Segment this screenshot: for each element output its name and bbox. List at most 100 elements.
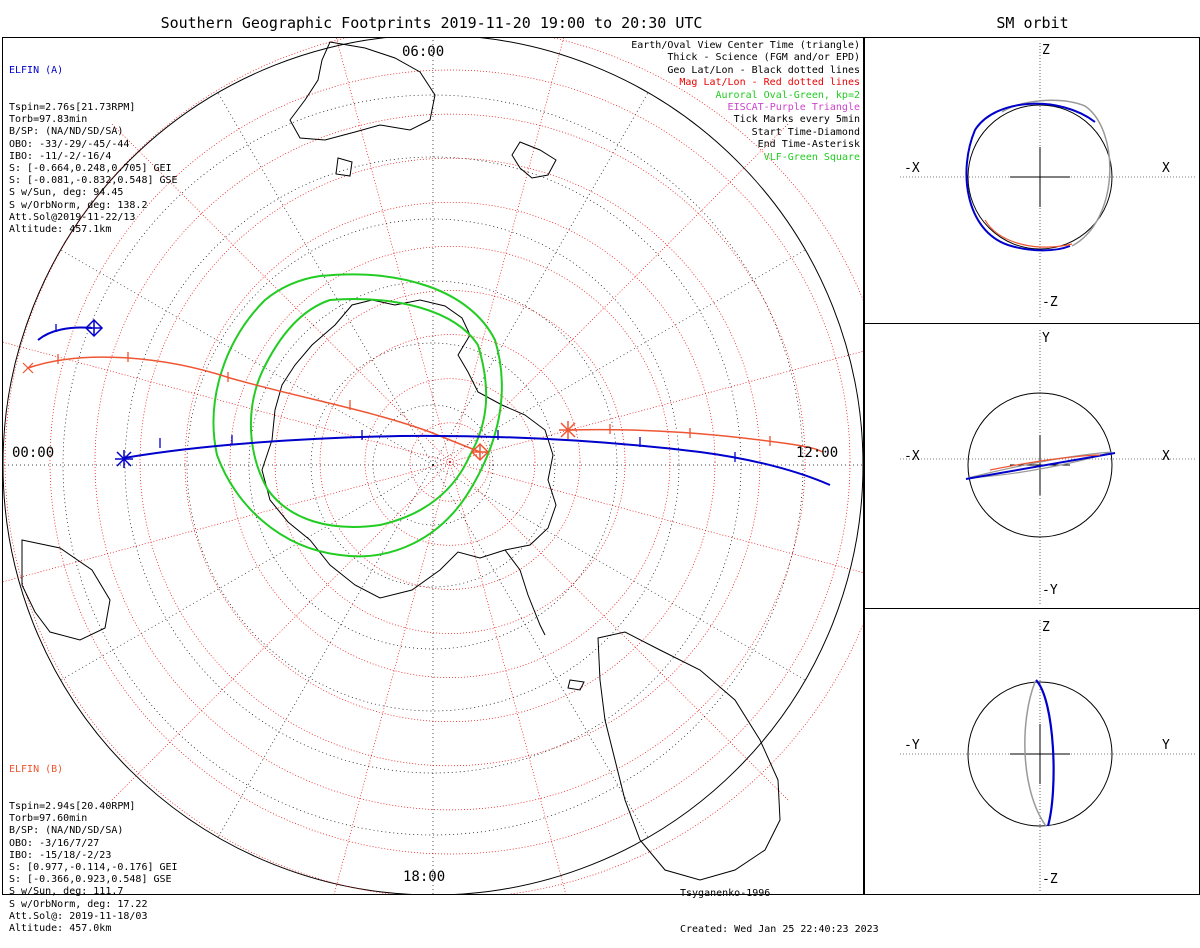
elfin-a-info-line: Torb=97.83min (9, 114, 88, 126)
legend-entry: VLF-Green Square (763, 151, 860, 163)
elfin-b-info-line: S: [0.977,-0.114,-0.176] GEI (9, 862, 178, 874)
mag-latitude-circle (319, 334, 581, 590)
mag-longitude-line (449, 350, 863, 463)
elfin-b-info-line: IBO: -15/18/-2/23 (9, 849, 112, 861)
legend-entry: Geo Lat/Lon - Black dotted lines (667, 64, 860, 76)
sm-orbit-title: SM orbit (996, 14, 1069, 32)
antarctic-peninsula-outline (504, 549, 546, 636)
legend-entry: Start Time-Diamond (751, 126, 860, 138)
time-label-top: 06:00 (402, 44, 445, 60)
sm-divider-2 (864, 608, 1200, 609)
antarctica-outline (261, 299, 557, 599)
sm-xz-orbit-b-low (984, 219, 1073, 248)
legend: Earth/Oval View Center Time (triangle) Th… (631, 40, 860, 164)
sm-axis-label-top: Z (1042, 620, 1050, 635)
mag-longitude-line (336, 38, 451, 463)
legend-entry: EISCAT-Purple Triangle (727, 102, 860, 114)
legend-entry: Tick Marks every 5min (733, 114, 860, 126)
map-title: Southern Geographic Footprints 2019-11-2… (160, 14, 703, 32)
sm-xy-orbit-grey (967, 451, 1113, 479)
legend-entry: Thick - Science (FGM and/or EPD) (667, 52, 860, 64)
mag-longitude-line (3, 341, 451, 463)
elfin-b-start-diamond (470, 442, 490, 462)
geo-latitude-circle (186, 218, 680, 712)
sm-axis-label-right: X (1162, 449, 1170, 464)
elfin-b-info-line: Tspin=2.94s[20.40RPM] (9, 801, 136, 813)
sm-panel-yz (900, 620, 1195, 893)
tasmania-outline (335, 157, 353, 177)
sm-axis-label-right: Y (1162, 738, 1170, 753)
mag-latitude-circle (274, 290, 626, 634)
mag-longitude-line (110, 461, 451, 802)
elfin-a-info-line: S w/Sun, deg: 94.45 (9, 187, 124, 199)
elfin-a-info-line: Altitude: 457.1km (9, 224, 112, 236)
auroral-oval-outer (212, 273, 503, 558)
footprint-map-frame (2, 37, 864, 895)
mag-latitude-circle (229, 246, 671, 678)
mag-longitude-line (449, 122, 790, 463)
elfin-b-ticks (57, 352, 771, 446)
elfin-b-info-line: Torb=97.60min (9, 813, 88, 825)
elfin-b-info-line: OBO: -3/16/7/27 (9, 837, 100, 849)
sm-axis-label-left: -X (904, 161, 920, 176)
mag-longitude-line (333, 461, 451, 894)
africa-outline (21, 539, 111, 641)
elfin-a-track (123, 434, 831, 486)
mag-latitude-circle (184, 201, 716, 723)
mag-longitude-line (449, 38, 564, 463)
elfin-b-end-asterisk (559, 421, 577, 439)
south-america-outline (597, 631, 781, 881)
mag-longitude-line (449, 461, 567, 894)
footprint-map (3, 38, 863, 894)
elfin-a-start-diamond (84, 318, 104, 338)
created-date: Created: Wed Jan 25 22:40:23 2023 (680, 924, 879, 935)
model-name: Tsyganenko-1996 (680, 888, 771, 899)
sm-panel-xz (900, 43, 1195, 318)
mag-longitude-line (3, 461, 451, 583)
mag-longitude-line (449, 461, 790, 802)
sm-xy-orbit-a (965, 452, 1116, 480)
elfin-a-info-line: S w/OrbNorm, deg: 138.2 (9, 199, 148, 211)
sm-orbit-panels (900, 43, 1195, 893)
mag-latitude-circle (364, 378, 536, 546)
elfin-b-name: ELFIN (B) (9, 764, 64, 776)
sm-yz-orbit-grey (1024, 681, 1047, 827)
mag-longitude-line (449, 461, 863, 574)
sm-xy-orbit-b (989, 454, 1101, 471)
elfin-a-info-line: OBO: -33/-29/-45/-44 (9, 138, 130, 150)
legend-entry: Auroral Oval-Green, kp=2 (715, 89, 861, 101)
sm-axis-label-bottom: -Y (1042, 583, 1058, 598)
elfin-b-track-west (27, 356, 481, 453)
elfin-a-info-line: Tspin=2.76s[21.73RPM] (9, 102, 136, 114)
elfin-b-info-line: Altitude: 457.0km (9, 923, 112, 935)
elfin-a-info-line: S: [-0.664,0.248,0.705] GEI (9, 163, 172, 175)
elfin-a-info-line: B/SP: (NA/ND/SD/SA) (9, 126, 124, 138)
sm-axis-label-left: -Y (904, 738, 920, 753)
time-label-left: 00:00 (12, 445, 55, 461)
elfin-a-lines: Tspin=2.76s[21.73RPM] Torb=97.83min B/SP: … (9, 102, 178, 236)
time-label-bottom: 18:00 (403, 869, 446, 885)
mag-latitude-circle (4, 38, 863, 894)
mag-latitude-circle (409, 422, 491, 502)
legend-entry: End Time-Asterisk (757, 139, 860, 151)
sm-axis-label-top: Y (1042, 331, 1050, 346)
sm-axis-label-bottom: -Z (1042, 872, 1058, 887)
auroral-oval-inner (249, 298, 488, 528)
elfin-a-info: ELFIN (A) Tspin=2.76s[21.73RPM] Torb=97.8… (9, 41, 178, 248)
sm-xz-orbit-a (965, 102, 1096, 252)
elfin-b-info-line: S w/Sun, deg: 111.7 (9, 886, 124, 898)
elfin-b-end-asterisk-west (22, 362, 34, 374)
legend-entry: Earth/Oval View Center Time (triangle) (631, 40, 860, 51)
mag-longitude-line (110, 122, 451, 463)
mag-latitude-circle (94, 113, 806, 811)
elfin-a-info-line: S: [-0.081,-0.832,0.548] GSE (9, 175, 178, 187)
geo-latitude-circle (310, 342, 556, 588)
elfin-a-info-line: Att.Sol@2019-11-22/13 (9, 211, 136, 223)
sm-axis-label-left: -X (904, 449, 920, 464)
geo-latitude-circle (62, 94, 804, 836)
australia-outline (289, 41, 436, 141)
sm-axis-label-right: X (1162, 161, 1170, 176)
elfin-a-info-line: IBO: -11/-2/-16/4 (9, 150, 112, 162)
geo-latlon-grid (3, 38, 863, 894)
elfin-a-ticks (55, 324, 736, 462)
